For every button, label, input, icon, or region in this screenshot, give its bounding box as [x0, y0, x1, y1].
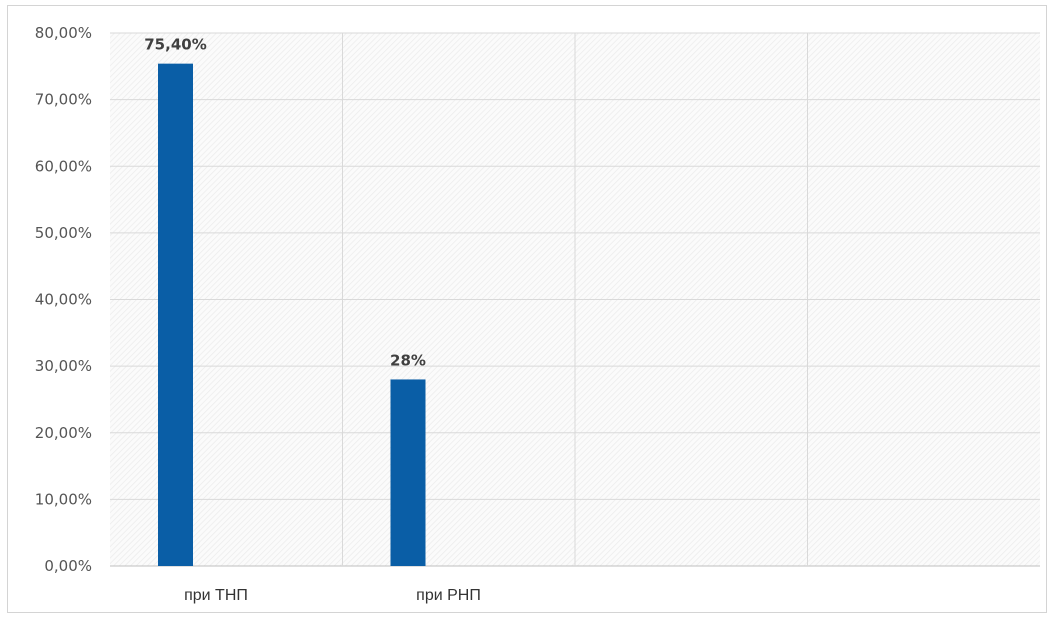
y-tick-label: 30,00%	[35, 357, 92, 375]
y-tick-label: 60,00%	[35, 157, 92, 175]
bars	[158, 63, 426, 567]
data-label: 28%	[390, 351, 426, 369]
y-tick-label: 70,00%	[35, 91, 92, 109]
x-category-label: при РНП	[416, 587, 481, 604]
bar	[158, 63, 193, 567]
bar	[390, 379, 426, 566]
y-tick-label: 20,00%	[35, 424, 92, 442]
y-tick-label: 80,00%	[35, 24, 92, 42]
y-tick-label: 50,00%	[35, 224, 92, 242]
y-tick-label: 0,00%	[44, 557, 92, 575]
labels: 0,00% 10,00% 20,00% 30,00% 40,00% 50,00% 60,00…	[35, 24, 481, 604]
y-tick-label: 10,00%	[35, 490, 92, 508]
y-tick-label: 40,00%	[35, 291, 92, 309]
x-category-label: при ТНП	[184, 587, 248, 604]
data-label: 75,40%	[144, 36, 206, 54]
gridlines	[110, 32, 1040, 567]
